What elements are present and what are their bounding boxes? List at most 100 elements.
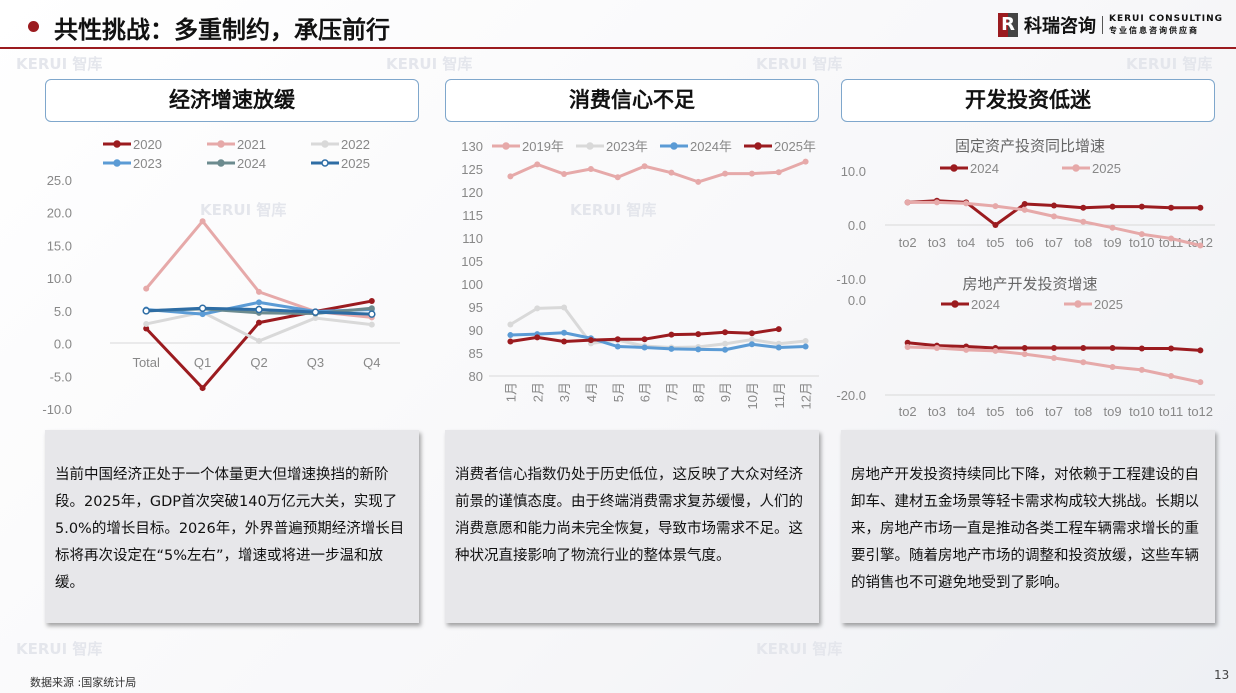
data-point (255, 305, 263, 314)
data-point (668, 345, 675, 352)
data-point (722, 346, 729, 353)
legend-label: 2025 (1092, 161, 1121, 176)
legend-label: 2021 (237, 137, 266, 152)
y-tick-label: 115 (462, 208, 483, 223)
data-point (534, 334, 541, 341)
legend-label: 2019年 (522, 139, 564, 154)
data-point (1051, 344, 1057, 351)
panel-text-economy: 当前中国经济正处于一个体量更大但增速换挡的新阶段。2025年，GDP首次突破14… (45, 430, 419, 623)
watermark: KERUI 智库 (570, 201, 657, 219)
x-tick-label: 8月 (691, 382, 706, 402)
legend-label: 2024 (237, 156, 266, 171)
x-tick-label: 3月 (557, 382, 572, 402)
data-point (368, 305, 375, 312)
y-tick-label: 105 (461, 254, 483, 269)
data-point (695, 331, 702, 338)
y-tick-label: 10.0 (841, 164, 866, 179)
y-tick-label: 20.0 (47, 206, 72, 221)
data-point (748, 336, 755, 343)
legend-marker-icon (217, 159, 225, 167)
data-point (534, 305, 541, 312)
data-point (802, 343, 809, 350)
legend-label: 2025年 (774, 139, 816, 154)
chart-title: 固定资产投资同比增速 (955, 138, 1105, 155)
x-tick-label: 10月 (745, 382, 760, 409)
y-tick-label: -10.0 (42, 402, 72, 417)
legend-label: 2025 (341, 156, 370, 171)
legend-marker-icon (321, 159, 329, 167)
data-point (561, 338, 568, 345)
data-point (668, 331, 675, 338)
legend-label: 2020 (133, 137, 162, 152)
legend-marker-icon (113, 140, 121, 148)
x-tick-label: 1月 (503, 382, 518, 402)
data-point (775, 344, 782, 351)
data-point (256, 288, 262, 295)
x-tick-label: to3 (928, 235, 946, 250)
data-point (1138, 345, 1145, 352)
x-tick-label: 12月 (799, 382, 814, 409)
watermark: KERUI 智库 (16, 640, 103, 658)
data-point (1138, 231, 1145, 238)
x-tick-label: Q2 (250, 355, 267, 370)
data-point (1080, 344, 1087, 351)
data-point (722, 340, 729, 347)
y-tick-label: 0.0 (848, 293, 866, 308)
data-point (722, 329, 729, 336)
y-tick-label: 95 (469, 300, 483, 315)
x-tick-label: 9月 (718, 382, 733, 402)
data-point (1080, 218, 1087, 225)
x-tick-label: to11 (1159, 404, 1183, 419)
legend-label: 2024 (971, 297, 1000, 312)
x-tick-label: to10 (1129, 404, 1154, 419)
y-tick-label: 0.0 (848, 218, 866, 233)
title-bullet-icon (28, 21, 39, 32)
data-point (748, 170, 755, 177)
data-point (1168, 204, 1175, 211)
legend-marker-icon (950, 164, 958, 172)
y-tick-label: 110 (462, 231, 483, 246)
data-point (1168, 235, 1175, 242)
y-tick-label: 125 (461, 162, 483, 177)
y-tick-label: 0.0 (54, 337, 72, 352)
legend-label: 2024年 (690, 139, 732, 154)
data-point (561, 171, 568, 178)
series-line-2024年 (510, 331, 806, 352)
data-point (507, 321, 514, 328)
page-number: 13 (1214, 668, 1230, 682)
logo-en-text: KERUI CONSULTING (1109, 14, 1224, 24)
y-tick-label: 100 (461, 277, 483, 292)
legend-marker-icon (951, 300, 959, 308)
x-tick-label: to8 (1074, 235, 1092, 250)
data-point (641, 336, 648, 343)
data-point (256, 319, 262, 326)
series-line-2022 (145, 310, 372, 343)
panel-text-consumer: 消费者信心指数仍处于历史低位，这反映了大众对经济前景的谨慎态度。由于终端消费需求… (445, 430, 819, 623)
watermark: KERUI 智库 (756, 55, 843, 73)
x-tick-label: to12 (1188, 404, 1213, 419)
y-tick-label: 130 (461, 139, 483, 154)
y-tick-label: 5.0 (54, 304, 72, 319)
logo-subtitle: 专业信息咨询供应商 (1109, 26, 1199, 35)
data-point (199, 218, 206, 225)
x-tick-label: to7 (1045, 235, 1063, 250)
watermark: KERUI 智库 (1126, 55, 1213, 73)
y-tick-label: 80 (469, 369, 483, 384)
logo-r-icon: R (998, 13, 1018, 37)
data-point (668, 169, 675, 176)
header-divider (0, 47, 1236, 49)
watermark: KERUI 智库 (16, 55, 103, 73)
watermark: KERUI 智库 (386, 55, 473, 73)
data-point (561, 304, 568, 311)
data-point (1109, 344, 1116, 351)
data-point (1080, 359, 1087, 366)
real-estate-investment-chart: 0.0 -20.0 to2 to3 to4 to5 to6 to7 to8 to9 to10 to11… (836, 276, 1215, 419)
x-tick-label: to6 (1016, 404, 1034, 419)
x-tick-label: Q1 (194, 355, 211, 370)
data-point (933, 199, 940, 206)
data-point (641, 163, 648, 170)
data-point (1168, 373, 1175, 379)
data-point (561, 329, 568, 336)
data-point (199, 311, 206, 318)
x-tick-label: Q4 (363, 355, 380, 370)
